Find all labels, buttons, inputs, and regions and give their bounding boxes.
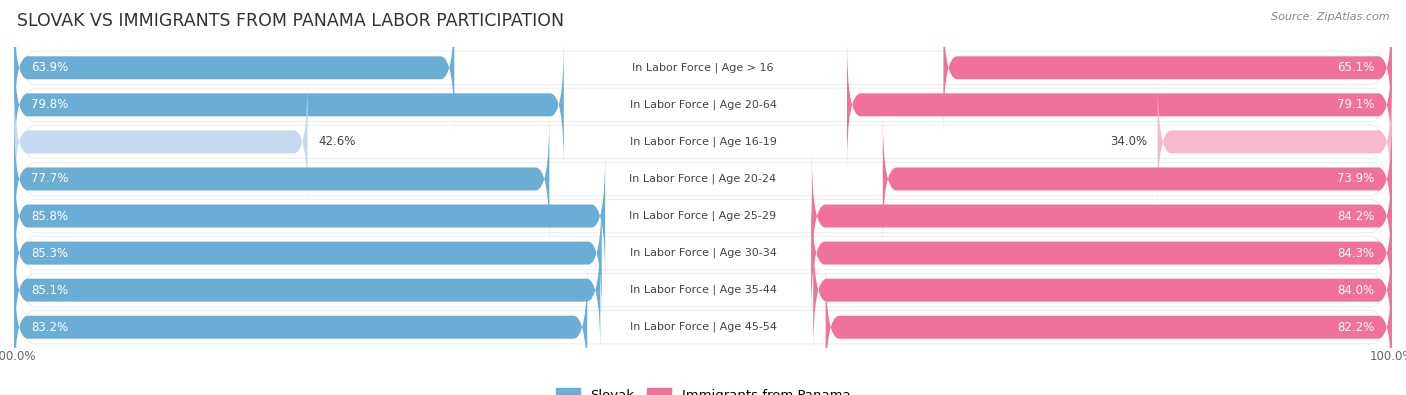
FancyBboxPatch shape bbox=[17, 0, 1389, 144]
FancyBboxPatch shape bbox=[17, 28, 1389, 181]
Legend: Slovak, Immigrants from Panama: Slovak, Immigrants from Panama bbox=[551, 383, 855, 395]
FancyBboxPatch shape bbox=[17, 103, 1389, 255]
Text: 79.8%: 79.8% bbox=[31, 98, 69, 111]
Text: 85.8%: 85.8% bbox=[31, 209, 69, 222]
Text: SLOVAK VS IMMIGRANTS FROM PANAMA LABOR PARTICIPATION: SLOVAK VS IMMIGRANTS FROM PANAMA LABOR P… bbox=[17, 12, 564, 30]
Text: 77.7%: 77.7% bbox=[31, 173, 69, 186]
FancyBboxPatch shape bbox=[846, 42, 1392, 167]
FancyBboxPatch shape bbox=[14, 0, 1392, 162]
Text: In Labor Force | Age 30-34: In Labor Force | Age 30-34 bbox=[630, 248, 776, 258]
FancyBboxPatch shape bbox=[14, 79, 308, 205]
FancyBboxPatch shape bbox=[14, 233, 1392, 395]
Text: 63.9%: 63.9% bbox=[31, 61, 69, 74]
FancyBboxPatch shape bbox=[14, 122, 1392, 310]
FancyBboxPatch shape bbox=[17, 214, 1389, 367]
FancyBboxPatch shape bbox=[825, 265, 1392, 390]
FancyBboxPatch shape bbox=[14, 42, 564, 167]
Text: 42.6%: 42.6% bbox=[318, 135, 356, 149]
FancyBboxPatch shape bbox=[14, 159, 1392, 347]
FancyBboxPatch shape bbox=[14, 228, 600, 353]
Text: 85.1%: 85.1% bbox=[31, 284, 69, 297]
FancyBboxPatch shape bbox=[811, 153, 1392, 278]
Text: 34.0%: 34.0% bbox=[1111, 135, 1147, 149]
FancyBboxPatch shape bbox=[14, 265, 588, 390]
FancyBboxPatch shape bbox=[17, 177, 1389, 329]
Text: 83.2%: 83.2% bbox=[31, 321, 69, 334]
Text: In Labor Force | Age 45-54: In Labor Force | Age 45-54 bbox=[630, 322, 776, 333]
FancyBboxPatch shape bbox=[17, 66, 1389, 218]
FancyBboxPatch shape bbox=[17, 140, 1389, 292]
FancyBboxPatch shape bbox=[14, 117, 550, 242]
FancyBboxPatch shape bbox=[14, 11, 1392, 199]
FancyBboxPatch shape bbox=[14, 48, 1392, 236]
FancyBboxPatch shape bbox=[14, 196, 1392, 384]
FancyBboxPatch shape bbox=[14, 153, 605, 278]
FancyBboxPatch shape bbox=[14, 190, 602, 316]
Text: 79.1%: 79.1% bbox=[1337, 98, 1375, 111]
FancyBboxPatch shape bbox=[17, 251, 1389, 395]
Text: Source: ZipAtlas.com: Source: ZipAtlas.com bbox=[1271, 12, 1389, 22]
FancyBboxPatch shape bbox=[943, 5, 1392, 130]
Text: In Labor Force | Age 25-29: In Labor Force | Age 25-29 bbox=[630, 211, 776, 221]
Text: 84.3%: 84.3% bbox=[1337, 246, 1375, 260]
FancyBboxPatch shape bbox=[813, 228, 1392, 353]
FancyBboxPatch shape bbox=[811, 190, 1392, 316]
FancyBboxPatch shape bbox=[14, 5, 454, 130]
FancyBboxPatch shape bbox=[1157, 79, 1392, 205]
Text: 84.0%: 84.0% bbox=[1337, 284, 1375, 297]
Text: 84.2%: 84.2% bbox=[1337, 209, 1375, 222]
Text: In Labor Force | Age 16-19: In Labor Force | Age 16-19 bbox=[630, 137, 776, 147]
Text: 85.3%: 85.3% bbox=[31, 246, 69, 260]
Text: In Labor Force | Age 20-64: In Labor Force | Age 20-64 bbox=[630, 100, 776, 110]
FancyBboxPatch shape bbox=[883, 117, 1392, 242]
Text: 82.2%: 82.2% bbox=[1337, 321, 1375, 334]
Text: In Labor Force | Age 35-44: In Labor Force | Age 35-44 bbox=[630, 285, 776, 295]
Text: 73.9%: 73.9% bbox=[1337, 173, 1375, 186]
Text: 65.1%: 65.1% bbox=[1337, 61, 1375, 74]
Text: In Labor Force | Age 20-24: In Labor Force | Age 20-24 bbox=[630, 174, 776, 184]
Text: In Labor Force | Age > 16: In Labor Force | Age > 16 bbox=[633, 62, 773, 73]
FancyBboxPatch shape bbox=[14, 85, 1392, 273]
